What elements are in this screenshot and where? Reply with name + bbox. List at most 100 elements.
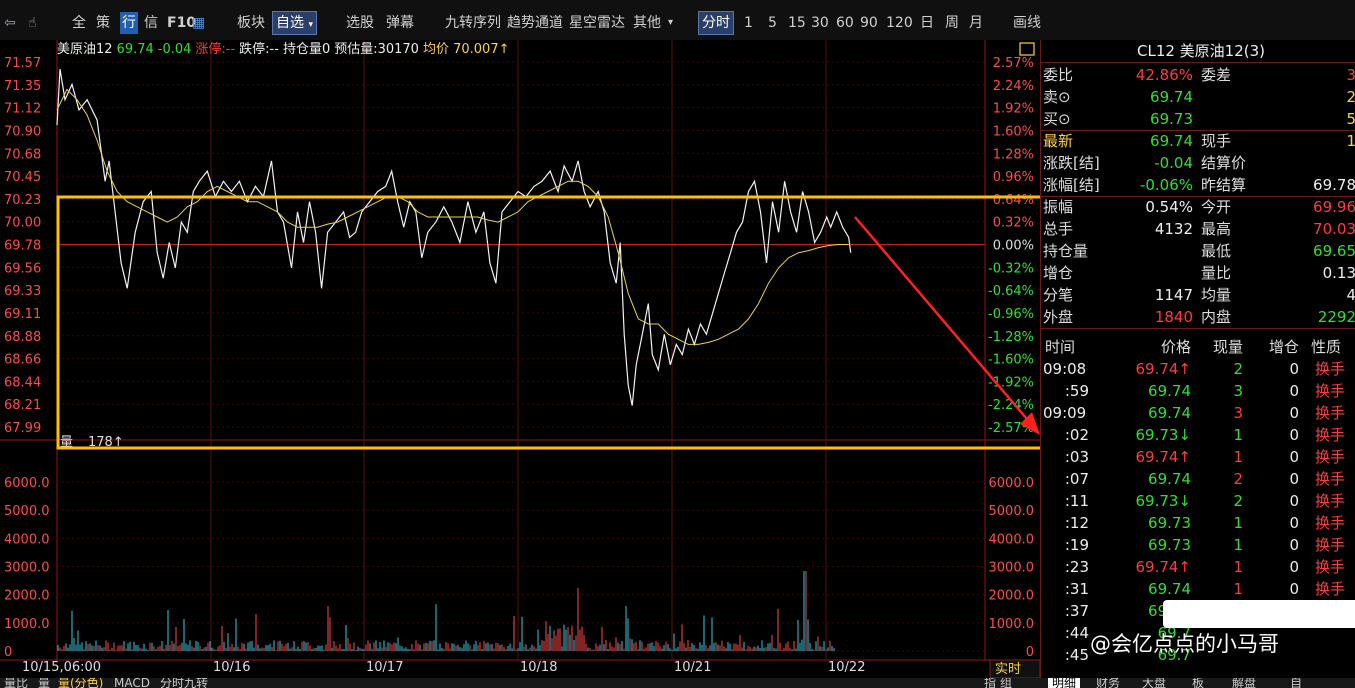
period-day[interactable]: 日 <box>920 15 934 31</box>
period-5[interactable]: 5 <box>768 15 777 31</box>
tab-zhi[interactable]: 指 <box>984 678 997 688</box>
tick-time: :59 <box>1064 382 1089 400</box>
tab-fenshi[interactable]: 分时 <box>698 11 734 35</box>
period-30[interactable]: 30 <box>811 15 829 31</box>
quote-value <box>1291 152 1355 174</box>
quote-value: 1840 <box>1154 308 1193 326</box>
quote-label: 买⊙ <box>1043 110 1071 128</box>
tab-jiuzhuan[interactable]: 分时九转 <box>160 678 209 688</box>
tick-price: 69.74↑ <box>1135 558 1191 576</box>
toolbar-quan[interactable]: 全 <box>72 15 86 31</box>
pct-axis-label: 1.28% <box>993 147 1034 162</box>
pct-axis-label: 0.32% <box>993 216 1034 231</box>
price-axis-label: 68.88 <box>4 330 41 345</box>
back-icon[interactable]: ⇦ <box>4 15 16 31</box>
period-week[interactable]: 周 <box>945 15 959 31</box>
tab-jiepan[interactable]: 解盘 <box>1232 678 1257 688</box>
volume-axis-label-right: 3000.0 <box>989 561 1035 576</box>
tab-zu[interactable]: 组 <box>1000 678 1013 688</box>
windows-icon[interactable]: ▦ <box>192 15 206 31</box>
toolbar-ce[interactable]: 策 <box>96 15 110 31</box>
period-1[interactable]: 1 <box>744 15 753 31</box>
limit-down: 跌停:-- <box>239 42 279 57</box>
pct-axis-label: -2.24% <box>988 398 1034 413</box>
tab-macd[interactable]: MACD <box>114 678 150 688</box>
tab-mingxi[interactable]: 明细 <box>1048 678 1081 688</box>
tick-nature: 换手 <box>1315 404 1346 422</box>
period-60[interactable]: 60 <box>836 15 854 31</box>
tab-liangbi[interactable]: 量比 <box>4 678 29 688</box>
period-120[interactable]: 120 <box>886 15 913 31</box>
pct-axis-label: 2.57% <box>993 56 1034 71</box>
volume-axis-label-right: 0 <box>1026 645 1034 660</box>
x-axis-label: 10/18 <box>520 660 557 675</box>
tick-time: 09:09 <box>1043 404 1087 422</box>
toolbar-xingkong[interactable]: 星空雷达 <box>569 15 625 31</box>
tick-nature: 换手 <box>1315 360 1346 378</box>
volume-label: 量 <box>60 435 73 450</box>
tick-volume: 1 <box>1233 558 1243 576</box>
x-axis-label: 10/21 <box>674 660 711 675</box>
tick-price: 69.74↑ <box>1135 360 1191 378</box>
toolbar-qita[interactable]: 其他 <box>633 15 661 31</box>
tab-liang[interactable]: 量 <box>38 678 51 688</box>
quote-value: 5 <box>1346 110 1355 128</box>
tick-nature: 换手 <box>1315 492 1346 510</box>
tab-dapan[interactable]: 大盘 <box>1142 678 1167 688</box>
quote-value: 4 <box>1346 286 1355 304</box>
toolbar-f10[interactable]: F10 <box>167 15 197 31</box>
tick-time: :23 <box>1064 558 1089 576</box>
ime-toolbar[interactable] <box>1163 600 1355 628</box>
quote-label: 涨跌[结] <box>1043 154 1100 172</box>
panel-separator <box>1041 130 1355 131</box>
ticks-header: 现量 <box>1212 338 1243 356</box>
toolbar-bankuai[interactable]: 板块 <box>237 15 265 31</box>
tick-oi-change: 0 <box>1289 382 1299 400</box>
toolbar-jiuzhuan[interactable]: 九转序列 <box>445 15 501 31</box>
tick-oi-change: 0 <box>1289 558 1299 576</box>
tab-caiwu[interactable]: 财务 <box>1096 678 1121 688</box>
toolbar-danmu[interactable]: 弹幕 <box>386 15 414 31</box>
quote-value: 0.13 <box>1322 264 1355 282</box>
tick-price: 69.73 <box>1148 536 1191 554</box>
volume-axis-label: 4000.0 <box>4 532 50 547</box>
quote-value: 69.74 <box>1150 132 1193 150</box>
limit-up: 涨停:-- <box>195 42 236 57</box>
period-15[interactable]: 15 <box>788 15 806 31</box>
volume-axis-label: 2000.0 <box>4 589 50 604</box>
pct-axis-label: 0.96% <box>993 170 1034 185</box>
quote-value: -0.06% <box>1139 176 1193 194</box>
tick-time: :45 <box>1064 646 1089 664</box>
tick-time: :03 <box>1064 448 1089 466</box>
toolbar-hang[interactable]: 行 <box>120 12 138 34</box>
intraday-chart[interactable]: 71.57 2.57% 71.35 2.24% 71.12 1.92% 70.90 1.60%… <box>0 40 1162 679</box>
tick-nature: 换手 <box>1315 536 1346 554</box>
tab-ban[interactable]: 板 <box>1192 678 1205 688</box>
tick-price: 69.74 <box>1148 404 1191 422</box>
quote-label: 现手 <box>1201 132 1232 150</box>
open-interest: 持仓量0 <box>282 42 331 57</box>
tick-price: 69.7 <box>1157 646 1191 664</box>
tick-volume: 3 <box>1233 382 1243 400</box>
volume-value: 178↑ <box>88 435 124 450</box>
quote-label: 最新 <box>1043 132 1074 150</box>
tick-nature: 换手 <box>1315 382 1346 400</box>
price-axis-label: 69.56 <box>4 261 41 276</box>
hand-icon[interactable]: ☝ <box>28 15 37 31</box>
toolbar-xin[interactable]: 信 <box>144 15 158 31</box>
tick-oi-change: 0 <box>1289 360 1299 378</box>
tick-time: :02 <box>1064 426 1089 444</box>
toolbar-qushi[interactable]: 趋势通道 <box>507 15 563 31</box>
tick-nature: 换手 <box>1315 448 1346 466</box>
tab-liang-colored[interactable]: 量(分色) <box>58 678 104 688</box>
tick-volume: 1 <box>1233 536 1243 554</box>
zixuan-label: 自选 <box>276 15 304 31</box>
period-month[interactable]: 月 <box>969 15 983 31</box>
toolbar-xuangu[interactable]: 选股 <box>346 15 374 31</box>
volume-axis-label: 0 <box>4 645 12 660</box>
period-90[interactable]: 90 <box>860 15 878 31</box>
tab-zi[interactable]: 自 <box>1290 678 1303 688</box>
chevron-down-icon[interactable]: ▾ <box>668 17 674 28</box>
toolbar-draw[interactable]: 画线 <box>1013 15 1041 31</box>
toolbar-zixuan[interactable]: 自选 ▾ <box>272 11 317 35</box>
